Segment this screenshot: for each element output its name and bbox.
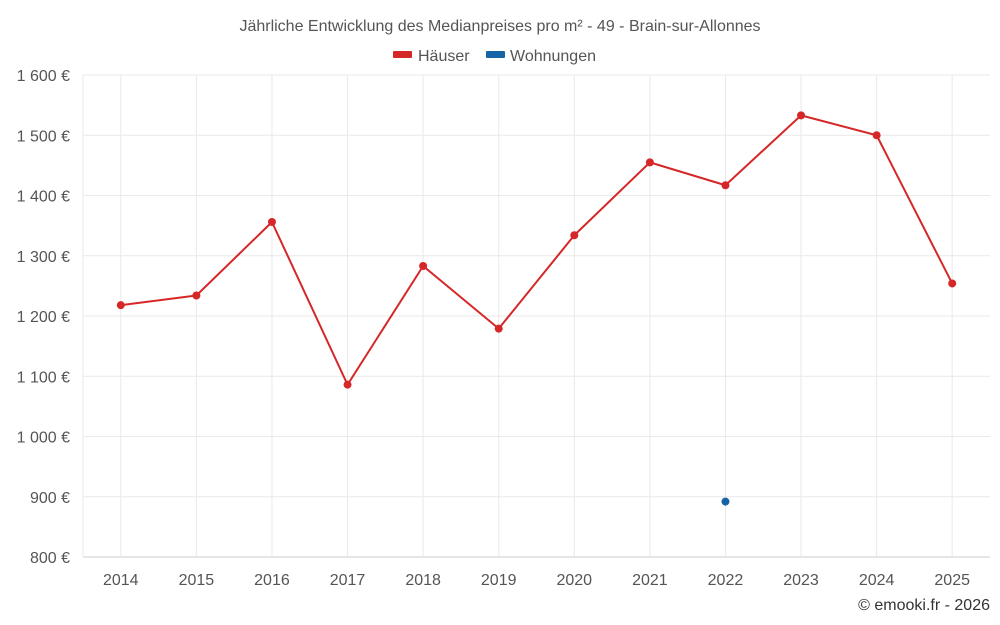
x-tick-label: 2015	[179, 572, 215, 589]
x-tick-label: 2024	[859, 572, 895, 589]
x-tick-label: 2020	[556, 572, 592, 589]
x-tick-label: 2016	[254, 572, 290, 589]
legend-label-wohnungen[interactable]: Wohnungen	[510, 48, 596, 65]
data-point[interactable]	[570, 231, 579, 240]
y-tick-label: 1 600 €	[17, 68, 70, 85]
y-tick-label: 1 500 €	[17, 128, 70, 145]
data-point[interactable]	[267, 218, 276, 227]
y-tick-label: 1 200 €	[17, 309, 70, 326]
credit-text: © emooki.fr - 2026	[858, 597, 990, 614]
x-tick-label: 2019	[481, 572, 517, 589]
x-tick-label: 2023	[783, 572, 819, 589]
y-tick-label: 1 400 €	[17, 189, 70, 206]
legend: Häuser Wohnungen	[393, 48, 596, 65]
data-point[interactable]	[192, 291, 201, 300]
data-point[interactable]	[797, 111, 806, 120]
legend-label-hauser[interactable]: Häuser	[418, 48, 470, 65]
legend-swatch-hauser	[393, 51, 412, 58]
x-tick-label: 2022	[708, 572, 744, 589]
data-point[interactable]	[872, 131, 881, 140]
x-axis-labels: 2014 2015 2016 2017 2018 2019 2020 2021 2022 2023…	[103, 572, 970, 589]
data-point[interactable]	[645, 158, 654, 167]
y-axis-labels: 800 € 900 € 1 000 € 1 100 € 1 200 € 1 300 € 1 …	[17, 68, 70, 567]
x-tick-label: 2021	[632, 572, 668, 589]
data-point[interactable]	[343, 380, 352, 389]
y-tick-label: 1 000 €	[17, 430, 70, 447]
data-point[interactable]	[721, 497, 730, 506]
data-point[interactable]	[494, 324, 503, 333]
data-point[interactable]	[116, 301, 125, 310]
x-tick-label: 2017	[330, 572, 366, 589]
series-layer	[116, 111, 957, 506]
x-tick-label: 2014	[103, 572, 139, 589]
y-tick-label: 1 100 €	[17, 369, 70, 386]
x-tick-label: 2025	[934, 572, 970, 589]
chart-title: Jährliche Entwicklung des Medianpreises …	[239, 18, 760, 35]
data-point[interactable]	[948, 279, 957, 288]
legend-swatch-wohnungen	[486, 51, 505, 58]
y-tick-label: 900 €	[30, 490, 70, 507]
y-tick-label: 800 €	[30, 550, 70, 567]
data-point[interactable]	[721, 181, 730, 190]
grid	[82, 74, 990, 558]
data-point[interactable]	[419, 261, 428, 270]
series-line-0	[120, 114, 954, 386]
x-tick-label: 2018	[405, 572, 441, 589]
y-tick-label: 1 300 €	[17, 249, 70, 266]
